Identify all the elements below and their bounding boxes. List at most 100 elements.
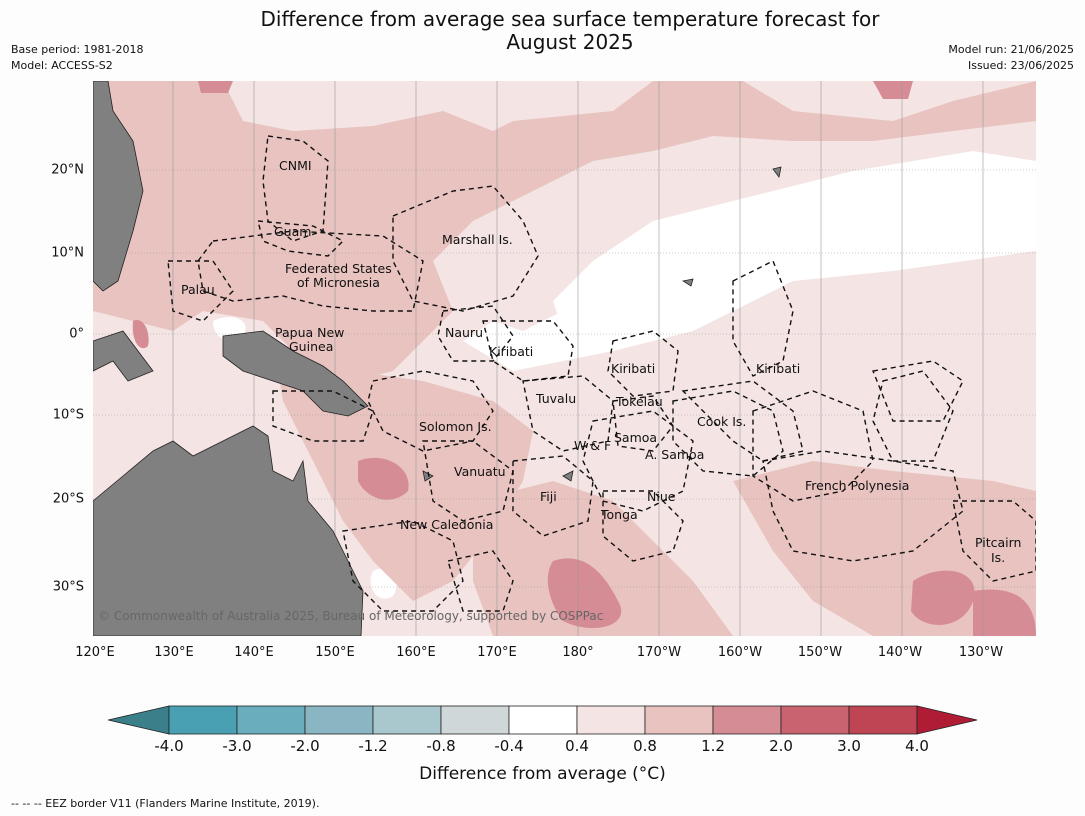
colorbar-tick: 4.0 [905,737,929,755]
region-label: A. Samoa [645,447,704,462]
anomaly-region-high-7 [132,320,149,349]
colorbar-bin [236,705,306,735]
colorbar-bin [304,705,374,735]
anomaly-region-high-6 [198,81,233,93]
lon-tick: 150°W [797,645,843,660]
colorbar-tick: -0.8 [426,737,456,755]
colorbar-tick: -1.2 [358,737,388,755]
sst-anomaly-map: CNMI Guam Marshall Is. Federated States … [93,81,1036,636]
anomaly-region-high-3 [911,570,975,625]
lon-tick: 150°E [315,645,355,660]
region-label: W & F [574,438,611,453]
lon-tick: 130°E [154,645,194,660]
colorbar-bin [168,705,238,735]
australia [93,425,364,636]
region-label: CNMI [279,158,312,173]
base-period-info: Base period: 1981-2018 Model: ACCESS-S2 [11,42,143,74]
region-labels: CNMI Guam Marshall Is. Federated States … [181,158,1021,565]
region-label: Nauru [445,325,483,340]
lon-tick: 170°E [477,645,517,660]
region-label: Niue [647,489,676,504]
lon-tick: 140°E [234,645,274,660]
region-label: French Polynesia [805,478,909,493]
region-label: Tonga [600,507,638,522]
lat-tick: 10°S [52,407,84,423]
colorbar-tick: -3.0 [222,737,252,755]
colorbar-tick: 1.2 [701,737,725,755]
region-label: Pitcairn [975,535,1021,550]
region-label: Cook Is. [697,414,746,429]
colorbar-bin [644,705,714,735]
anomaly-region-medium-4 [473,481,733,636]
colorbar-bin [848,705,918,735]
title-line-2: August 2025 [506,30,634,54]
lat-tick: 20°N [51,162,84,178]
anomaly-region-high-2 [547,558,622,629]
colorbar-extend-low [108,705,170,735]
model-name: Model: ACCESS-S2 [11,59,113,72]
region-label: Guinea [289,339,333,354]
region-label: Vanuatu [454,464,506,479]
eez-legend-note: -- -- -- EEZ border V11 (Flanders Marine… [11,797,320,810]
colorbar-bin [440,705,510,735]
region-label: Guam [274,224,311,239]
colorbar-bin [712,705,782,735]
colorbar-extend-high [916,705,978,735]
region-label: Samoa [614,430,657,445]
colorbar-tick: -4.0 [154,737,184,755]
region-label: Tuvalu [535,391,576,406]
lat-tick: 0° [69,326,84,342]
issued-date: Issued: 23/06/2025 [967,59,1074,72]
region-label: Solomon Is. [419,419,492,434]
map-title: Difference from average sea surface temp… [0,8,1085,54]
model-run: Model run: 21/06/2025 [948,43,1074,56]
title-line-1: Difference from average sea surface temp… [260,7,880,31]
colorbar-bin [508,705,578,735]
anomaly-region-high-5 [873,81,913,99]
region-label: Kiribati [489,344,533,359]
small-islands [422,166,782,482]
anomaly-region-high-4 [973,589,1036,636]
lon-tick: 160°W [717,645,763,660]
region-label: Palau [181,282,215,297]
anomaly-region-neutral [553,151,1036,331]
lon-tick: 130°W [958,645,1004,660]
region-label: Fiji [540,489,557,504]
landmass [93,81,782,636]
region-label: Tokelau [615,394,663,409]
lat-tick: 10°N [51,245,84,261]
lat-tick: 30°S [52,579,84,595]
colorbar-bin [372,705,442,735]
base-period: Base period: 1981-2018 [11,43,144,56]
region-label: Kiribati [611,361,655,376]
new-guinea [222,330,369,417]
region-label: Federated States [285,261,392,276]
philippines [93,81,144,292]
lon-tick: 120°E [75,645,115,660]
model-run-info: Model run: 21/06/2025 Issued: 23/06/2025 [948,42,1074,74]
lon-tick: 140°W [877,645,923,660]
colorbar-tick: 3.0 [837,737,861,755]
lon-tick: 170°W [636,645,682,660]
colorbar-tick: -2.0 [290,737,320,755]
borneo-sulawesi [93,330,154,382]
eez-borders [167,135,1036,612]
copyright-notice: © Commonwealth of Australia 2025, Bureau… [98,609,604,623]
colorbar-tick: 0.4 [565,737,589,755]
colorbar-bin [780,705,850,735]
region-label: of Micronesia [297,275,380,290]
colorbar [108,705,978,735]
anomaly-region-high [358,457,409,500]
region-label: Marshall Is. [442,232,513,247]
colorbar-bin [576,705,646,735]
region-label: New Caledonia [400,517,493,532]
lon-tick: 160°E [396,645,436,660]
colorbar-tick: 2.0 [769,737,793,755]
lat-tick: 20°S [52,491,84,507]
region-label: Is. [991,550,1005,565]
colorbar-title: Difference from average (°C) [419,764,666,784]
region-label: Kiribati [756,361,800,376]
lon-tick: 180° [562,645,594,660]
region-label: Papua New [275,325,344,340]
colorbar-tick: -0.4 [494,737,524,755]
